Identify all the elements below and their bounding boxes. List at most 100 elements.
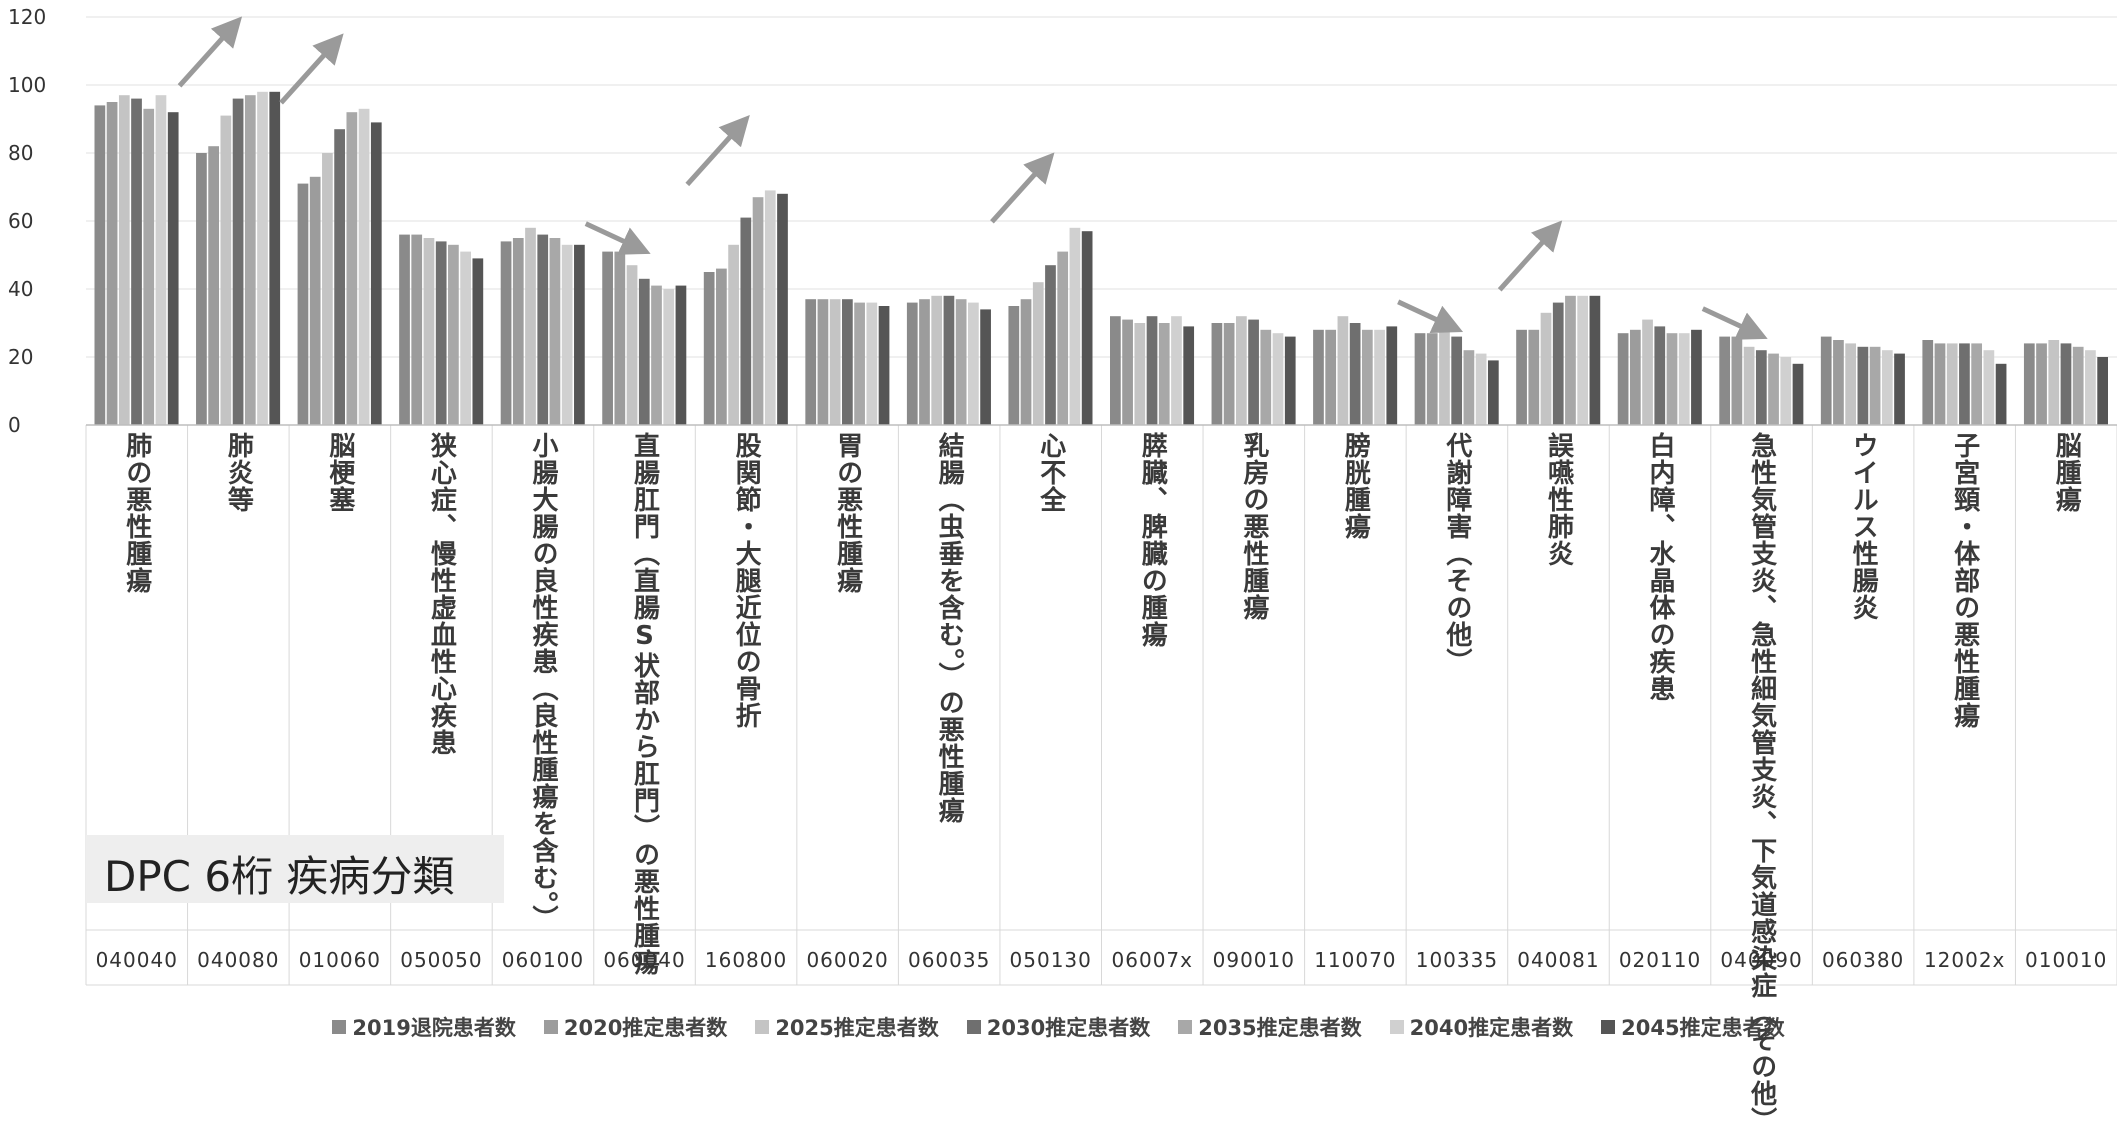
bar [549, 238, 561, 425]
bar [1313, 329, 1324, 425]
bar [675, 285, 687, 425]
category-code: 060380 [1821, 948, 1905, 972]
bar [167, 112, 179, 425]
bar [2060, 343, 2072, 425]
legend-item: 2030推定患者数 [966, 1012, 1151, 1042]
trend-arrow [1397, 299, 1464, 333]
bar [1284, 336, 1296, 425]
bar [980, 309, 991, 425]
category-label: 脳腫瘍 [2051, 432, 2082, 513]
legend-item: 2035推定患者数 [1178, 1012, 1362, 1042]
bar [638, 278, 650, 425]
legend-label: 2030推定患者数 [986, 1016, 1151, 1040]
bar [472, 258, 484, 425]
bar [1922, 340, 1934, 425]
trend-arrow [177, 16, 243, 88]
bar [1995, 363, 2007, 425]
legend-label: 2045推定患者数 [1621, 1016, 1785, 1040]
bar [2072, 346, 2084, 425]
bar [1654, 326, 1666, 425]
legend: 2019退院患者数 2020推定患者数 2025推定患者数 2030推定患者数 2035… [0, 1012, 2117, 1042]
bar [460, 251, 471, 425]
bar [805, 299, 817, 425]
bar [1731, 336, 1743, 425]
category-label: 脳梗塞 [324, 432, 355, 513]
bar [1081, 231, 1093, 425]
bar [244, 95, 256, 425]
trend-arrow [990, 152, 1055, 224]
bar [1666, 333, 1678, 425]
category-label: 子宮頸・体部の悪性腫瘍 [1949, 432, 1980, 729]
bar [1946, 343, 1958, 425]
category-label: ウイルス性腸炎 [1848, 432, 1879, 621]
bar [297, 183, 309, 425]
legend-item: 2019退院患者数 [332, 1012, 516, 1042]
bar [1642, 319, 1653, 425]
legend-item: 2020推定患者数 [543, 1012, 727, 1042]
bar [1414, 333, 1426, 425]
bar [2097, 357, 2108, 425]
bar [728, 244, 739, 425]
bar [955, 299, 967, 425]
bar [1894, 353, 1905, 425]
category-label: 心不全 [1035, 432, 1066, 513]
category-code: 060035 [907, 948, 991, 972]
bar-chart: 0 20 40 60 80 100 120 [8, 5, 2117, 986]
bar [196, 153, 207, 425]
category-code: 060020 [806, 948, 889, 972]
bar [906, 302, 918, 425]
bar [1386, 326, 1398, 425]
bar [537, 234, 549, 425]
bar [1361, 329, 1373, 425]
bar [1934, 343, 1946, 425]
bar [651, 285, 662, 425]
bar [1158, 323, 1170, 425]
legend-swatch [1601, 1020, 1616, 1034]
category-code: 110070 [1314, 948, 1397, 972]
bar [1008, 306, 1020, 425]
y-tick-label: 120 [8, 5, 46, 29]
bar [1971, 343, 1983, 425]
bar [269, 91, 281, 426]
category-label: 直腸肛門（直腸S状部から肛門）の悪性腫瘍 [629, 432, 660, 976]
bar [1146, 316, 1158, 425]
trend-arrow [1701, 306, 1768, 340]
category-label: 結腸（虫垂を含む。）の悪性腫瘍 [934, 432, 965, 824]
bar [1110, 316, 1121, 425]
bar [817, 299, 829, 425]
bar [1589, 295, 1601, 425]
category-label: 代謝障害（その他） [1441, 432, 1472, 675]
y-tick-label: 60 [8, 209, 33, 233]
trend-arrow [1497, 220, 1563, 292]
category-label: 白内障、水晶体の疾患 [1645, 432, 1676, 702]
category-label: 小腸大腸の良性疾患（良性腫瘍を含む。） [527, 432, 558, 932]
bar [968, 302, 979, 425]
category-code: 090010 [1212, 948, 1295, 972]
bar [842, 299, 853, 425]
bar [2085, 350, 2096, 425]
bar [1845, 343, 1857, 425]
bar [1983, 350, 1995, 425]
bar [919, 299, 930, 425]
legend-label: 2025推定患者数 [775, 1016, 939, 1040]
bar [1374, 329, 1385, 425]
bar [764, 190, 776, 425]
category-code: 060040 [603, 948, 686, 972]
bar [1528, 329, 1540, 425]
bar [1045, 265, 1056, 425]
bar [1235, 316, 1247, 425]
bar [448, 244, 459, 425]
bar [626, 265, 638, 425]
bar [411, 234, 423, 425]
trend-arrow [279, 33, 344, 105]
bar [435, 241, 447, 425]
bar [1780, 357, 1792, 425]
bar [1426, 333, 1438, 425]
bar [1516, 329, 1527, 425]
bar [1552, 302, 1564, 425]
bar [777, 193, 788, 425]
bar [257, 91, 268, 426]
legend-label: 2019退院患者数 [352, 1016, 516, 1040]
category-code: 060100 [501, 948, 585, 972]
bar [309, 176, 321, 425]
